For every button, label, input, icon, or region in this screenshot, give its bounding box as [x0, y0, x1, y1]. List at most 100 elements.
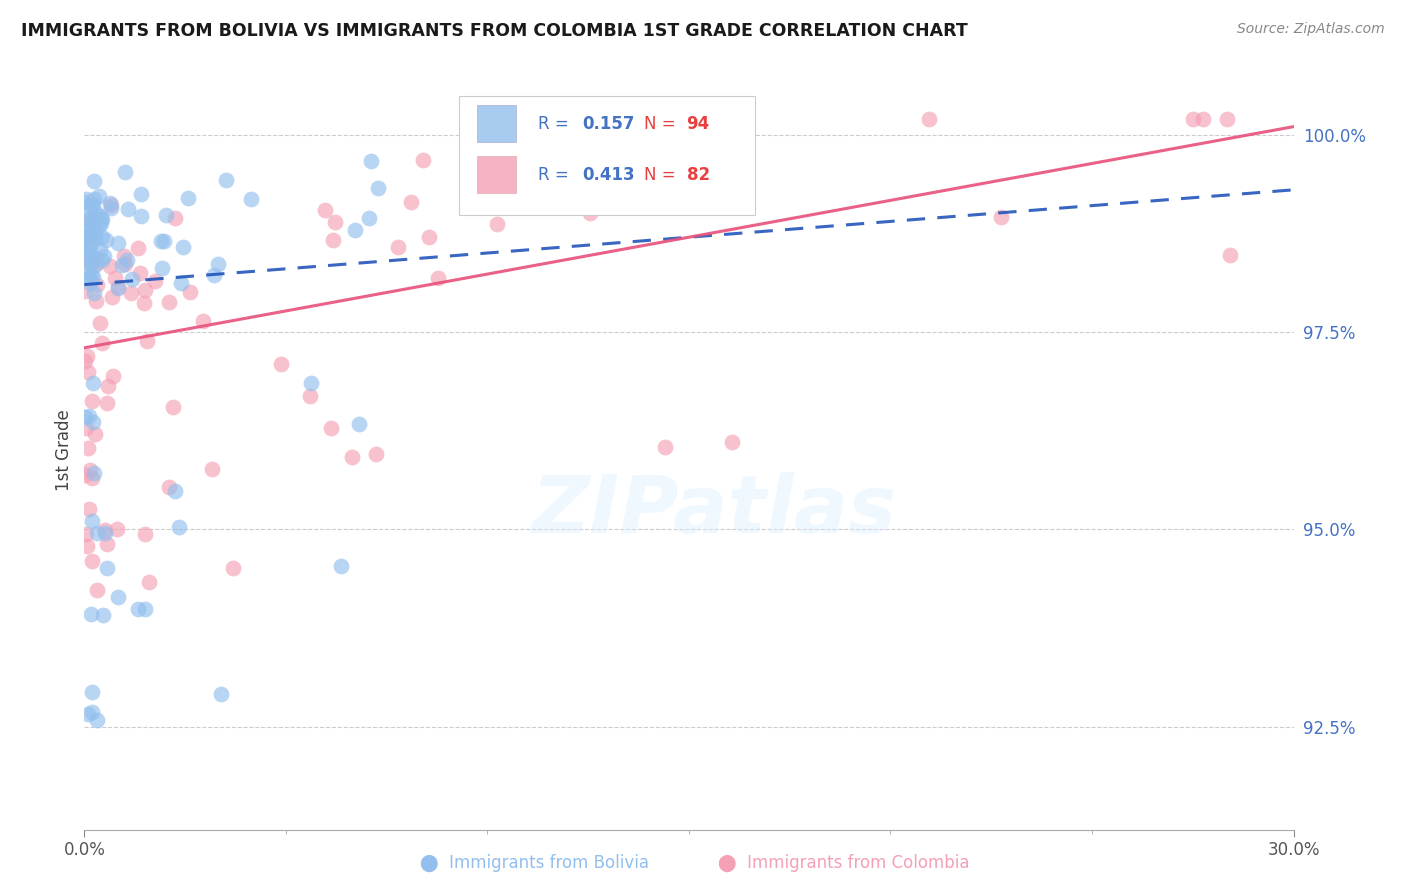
Point: [93, 607, 115, 622]
Point: [75, 468, 97, 483]
Point: [120, 285, 142, 300]
Point: [83, 426, 105, 441]
Point: [1192, 112, 1215, 126]
Point: [77, 250, 100, 264]
Point: [1182, 112, 1205, 126]
Point: [562, 178, 585, 192]
Point: [75, 234, 97, 248]
Point: [76, 228, 98, 243]
Point: [96, 537, 118, 551]
Point: [990, 210, 1012, 224]
Point: [80, 607, 103, 621]
Point: [93, 249, 115, 263]
Point: [83, 193, 105, 207]
Text: ZIPatlas: ZIPatlas: [530, 472, 896, 550]
Point: [179, 285, 201, 299]
Point: [75, 420, 97, 434]
Text: 0.157: 0.157: [582, 115, 636, 133]
Point: [163, 484, 186, 499]
Point: [84, 206, 107, 220]
Text: R =: R =: [538, 115, 574, 133]
Point: [79, 229, 101, 244]
Point: [117, 202, 139, 216]
Point: [79, 198, 101, 212]
Point: [80, 553, 103, 567]
Point: [79, 258, 101, 272]
Point: [79, 277, 101, 291]
Point: [104, 270, 127, 285]
Point: [207, 257, 229, 271]
Point: [86, 713, 108, 727]
Point: [155, 208, 177, 222]
Point: [319, 421, 342, 435]
Point: [107, 281, 129, 295]
Point: [918, 112, 941, 126]
Point: [84, 293, 107, 308]
Point: [323, 215, 346, 229]
Point: [80, 219, 103, 234]
Point: [299, 376, 322, 390]
Point: [82, 376, 104, 390]
Point: [76, 211, 98, 226]
Point: [359, 211, 381, 225]
Point: [367, 181, 389, 195]
Point: [157, 480, 180, 494]
Point: [191, 314, 214, 328]
Point: [134, 283, 156, 297]
Point: [105, 522, 128, 536]
Point: [418, 230, 440, 244]
Point: [94, 526, 117, 541]
Text: Source: ZipAtlas.com: Source: ZipAtlas.com: [1237, 22, 1385, 37]
FancyBboxPatch shape: [460, 95, 755, 216]
Point: [76, 706, 98, 721]
Point: [1216, 112, 1239, 126]
Point: [270, 357, 292, 371]
Point: [75, 238, 97, 252]
Point: [134, 526, 156, 541]
Point: [77, 501, 100, 516]
Point: [82, 415, 104, 429]
Point: [128, 266, 150, 280]
Point: [150, 234, 173, 248]
Point: [77, 366, 100, 380]
Point: [129, 209, 152, 223]
Point: [169, 277, 191, 291]
Point: [579, 206, 602, 220]
Point: [347, 417, 370, 431]
Text: 82: 82: [686, 166, 710, 185]
Point: [83, 225, 105, 239]
Point: [83, 466, 105, 480]
Point: [73, 409, 96, 424]
Point: [86, 255, 108, 269]
Point: [387, 240, 409, 254]
Point: [157, 295, 180, 310]
Point: [111, 258, 134, 272]
Point: [107, 280, 129, 294]
Point: [86, 525, 108, 540]
Point: [82, 248, 104, 262]
Point: [100, 201, 122, 215]
Point: [129, 186, 152, 201]
Point: [76, 539, 98, 553]
Point: [1219, 248, 1241, 262]
Point: [132, 296, 155, 310]
Point: [94, 524, 117, 538]
Point: [91, 212, 114, 227]
Point: [86, 212, 108, 227]
Point: [112, 249, 135, 263]
Point: [107, 235, 129, 250]
Point: [84, 230, 107, 244]
Point: [329, 558, 352, 573]
Point: [82, 270, 104, 285]
Point: [360, 154, 382, 169]
Point: [101, 369, 124, 384]
Point: [77, 409, 100, 423]
Point: [73, 194, 96, 209]
Point: [100, 198, 122, 212]
Point: [115, 252, 138, 267]
FancyBboxPatch shape: [478, 156, 516, 194]
Point: [150, 260, 173, 275]
Point: [97, 378, 120, 392]
Point: [75, 206, 97, 220]
Point: [202, 268, 225, 282]
